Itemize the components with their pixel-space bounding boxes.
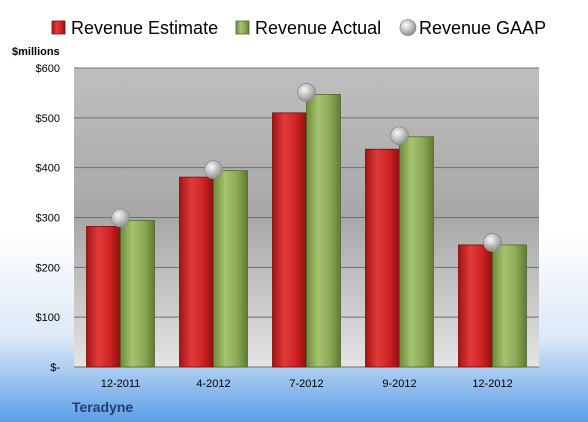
marker-revenue-gaap <box>297 83 316 102</box>
x-tick-label: 9-2012 <box>382 378 416 390</box>
legend-swatch <box>235 20 250 35</box>
y-tick-label: $500 <box>36 113 60 125</box>
gaap-markers <box>111 83 502 252</box>
x-tick-label: 7-2012 <box>289 378 323 390</box>
marker-revenue-gaap <box>390 126 409 146</box>
legend-label: Revenue Actual <box>255 18 381 38</box>
legend-label: Revenue Estimate <box>71 18 218 38</box>
company-name: Teradyne <box>72 399 133 415</box>
x-tick-label: 4-2012 <box>196 378 230 390</box>
marker-revenue-gaap <box>111 208 130 228</box>
y-tick-label: $300 <box>36 213 60 225</box>
marker-revenue-gaap <box>204 160 223 180</box>
bar-revenue-actual <box>492 244 527 368</box>
bar-revenue-actual <box>120 220 155 368</box>
legend-swatch <box>51 20 66 35</box>
y-tick-label: $100 <box>36 312 60 324</box>
legend-item: Revenue Estimate <box>51 18 218 38</box>
y-axis: $- $100 $200 $300 $400 $500 $600 <box>36 63 61 374</box>
bar-revenue-estimate <box>86 226 121 368</box>
bar-revenue-estimate <box>458 244 493 368</box>
marker-revenue-gaap <box>483 233 502 252</box>
legend-swatch <box>399 19 417 36</box>
y-tick-label: $200 <box>36 262 60 274</box>
unit-label: $millions <box>12 46 60 58</box>
bar-revenue-actual <box>399 136 434 368</box>
y-tick-label: $600 <box>36 63 60 75</box>
y-tick-label: $- <box>50 362 60 374</box>
bar-revenue-estimate <box>365 148 400 368</box>
bar-revenue-actual <box>213 170 248 368</box>
bars <box>86 94 527 368</box>
bar-revenue-estimate <box>272 112 307 368</box>
legend: Revenue Estimate Revenue Actual Revenue GA… <box>51 18 546 38</box>
bar-revenue-estimate <box>179 176 214 368</box>
legend-item: Revenue GAAP <box>399 18 546 38</box>
legend-label: Revenue GAAP <box>419 18 546 38</box>
y-tick-label: $400 <box>36 163 60 175</box>
x-tick-label: 12-2011 <box>101 378 141 390</box>
x-axis: 12-2011 4-2012 7-2012 9-2012 12-2012 <box>101 378 513 390</box>
x-tick-label: 12-2012 <box>472 378 512 390</box>
bar-revenue-actual <box>306 94 341 368</box>
legend-item: Revenue Actual <box>235 18 381 38</box>
